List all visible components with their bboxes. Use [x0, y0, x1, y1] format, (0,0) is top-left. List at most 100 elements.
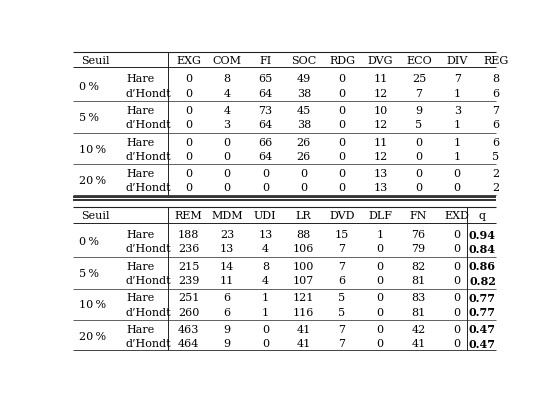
- Text: 38: 38: [297, 120, 311, 130]
- Text: 11: 11: [220, 275, 234, 285]
- Text: DLF: DLF: [369, 211, 392, 220]
- Text: 5: 5: [339, 307, 346, 317]
- Text: d’Hondt: d’Hondt: [126, 275, 171, 285]
- Text: 13: 13: [258, 229, 273, 240]
- Text: d’Hondt: d’Hondt: [126, 151, 171, 162]
- Text: 5: 5: [492, 151, 499, 162]
- Text: d’Hondt: d’Hondt: [126, 183, 171, 193]
- Text: 0: 0: [300, 183, 307, 193]
- Text: REM: REM: [175, 211, 203, 220]
- Text: 0: 0: [339, 120, 346, 130]
- Text: 0: 0: [377, 261, 384, 271]
- Text: 66: 66: [258, 137, 273, 147]
- Text: 65: 65: [258, 74, 273, 84]
- Text: 41: 41: [296, 324, 311, 334]
- Text: RDG: RDG: [329, 56, 355, 65]
- Text: DIV: DIV: [447, 56, 468, 65]
- Text: 1: 1: [377, 229, 384, 240]
- Text: 116: 116: [293, 307, 314, 317]
- Text: 0: 0: [453, 324, 461, 334]
- Text: 0: 0: [185, 74, 192, 84]
- Text: 0: 0: [453, 244, 461, 254]
- Text: 2: 2: [492, 169, 499, 179]
- Text: 88: 88: [296, 229, 311, 240]
- Text: 106: 106: [293, 244, 314, 254]
- Text: d’Hondt: d’Hondt: [126, 307, 171, 317]
- Text: 9: 9: [224, 338, 230, 348]
- Text: 45: 45: [297, 106, 311, 116]
- Text: 26: 26: [297, 137, 311, 147]
- Text: DVD: DVD: [329, 211, 355, 220]
- Text: 6: 6: [224, 307, 230, 317]
- Text: 0: 0: [185, 151, 192, 162]
- Text: 41: 41: [296, 338, 311, 348]
- Text: SOC: SOC: [291, 56, 316, 65]
- Text: 100: 100: [293, 261, 314, 271]
- Text: 0: 0: [377, 338, 384, 348]
- Text: 6: 6: [224, 292, 230, 303]
- Text: DVG: DVG: [368, 56, 393, 65]
- Text: 73: 73: [259, 106, 273, 116]
- Text: 0: 0: [185, 183, 192, 193]
- Text: 4: 4: [224, 106, 231, 116]
- Text: 0: 0: [377, 324, 384, 334]
- Text: 11: 11: [374, 74, 387, 84]
- Text: 13: 13: [374, 183, 387, 193]
- Text: 0: 0: [224, 169, 231, 179]
- Text: 0: 0: [377, 275, 384, 285]
- Text: 0: 0: [339, 106, 346, 116]
- Text: 239: 239: [178, 275, 199, 285]
- Text: 236: 236: [178, 244, 199, 254]
- Text: 5 %: 5 %: [79, 113, 99, 123]
- Text: 215: 215: [178, 261, 199, 271]
- Text: Seuil: Seuil: [81, 211, 109, 220]
- Text: 13: 13: [374, 169, 387, 179]
- Text: 0: 0: [262, 338, 269, 348]
- Text: 83: 83: [411, 292, 426, 303]
- Text: 4: 4: [262, 244, 269, 254]
- Text: d’Hondt: d’Hondt: [126, 88, 171, 99]
- Text: 10 %: 10 %: [79, 144, 107, 154]
- Text: 5 %: 5 %: [79, 268, 99, 278]
- Text: 0: 0: [185, 137, 192, 147]
- Text: FN: FN: [410, 211, 427, 220]
- Text: UDI: UDI: [254, 211, 276, 220]
- Text: 0: 0: [377, 292, 384, 303]
- Text: 11: 11: [374, 137, 387, 147]
- Text: 3: 3: [224, 120, 231, 130]
- Text: 38: 38: [297, 88, 311, 99]
- Text: 20 %: 20 %: [79, 176, 107, 186]
- Text: 0: 0: [453, 338, 461, 348]
- Text: 25: 25: [412, 74, 426, 84]
- Text: 0: 0: [185, 88, 192, 99]
- Text: 0: 0: [339, 88, 346, 99]
- Text: Hare: Hare: [126, 229, 154, 240]
- Text: 0.86: 0.86: [469, 261, 496, 272]
- Text: 12: 12: [374, 151, 387, 162]
- Text: Hare: Hare: [126, 292, 154, 303]
- Text: 64: 64: [258, 120, 273, 130]
- Text: 0: 0: [185, 106, 192, 116]
- Text: 76: 76: [411, 229, 426, 240]
- Text: 0: 0: [224, 137, 231, 147]
- Text: 0: 0: [262, 324, 269, 334]
- Text: 4: 4: [224, 88, 231, 99]
- Text: 0.47: 0.47: [469, 324, 496, 335]
- Text: Hare: Hare: [126, 137, 154, 147]
- Text: Hare: Hare: [126, 324, 154, 334]
- Text: 42: 42: [411, 324, 426, 334]
- Text: 0 %: 0 %: [79, 81, 99, 91]
- Text: Hare: Hare: [126, 169, 154, 179]
- Text: 0: 0: [453, 261, 461, 271]
- Text: 15: 15: [335, 229, 349, 240]
- Text: 0.47: 0.47: [469, 338, 496, 349]
- Text: 0: 0: [339, 74, 346, 84]
- Text: 0: 0: [453, 292, 461, 303]
- Text: 0: 0: [415, 137, 422, 147]
- Text: 0: 0: [262, 169, 269, 179]
- Text: 49: 49: [297, 74, 311, 84]
- Text: 8: 8: [492, 74, 499, 84]
- Text: MDM: MDM: [211, 211, 243, 220]
- Text: 8: 8: [262, 261, 269, 271]
- Text: 1: 1: [453, 120, 461, 130]
